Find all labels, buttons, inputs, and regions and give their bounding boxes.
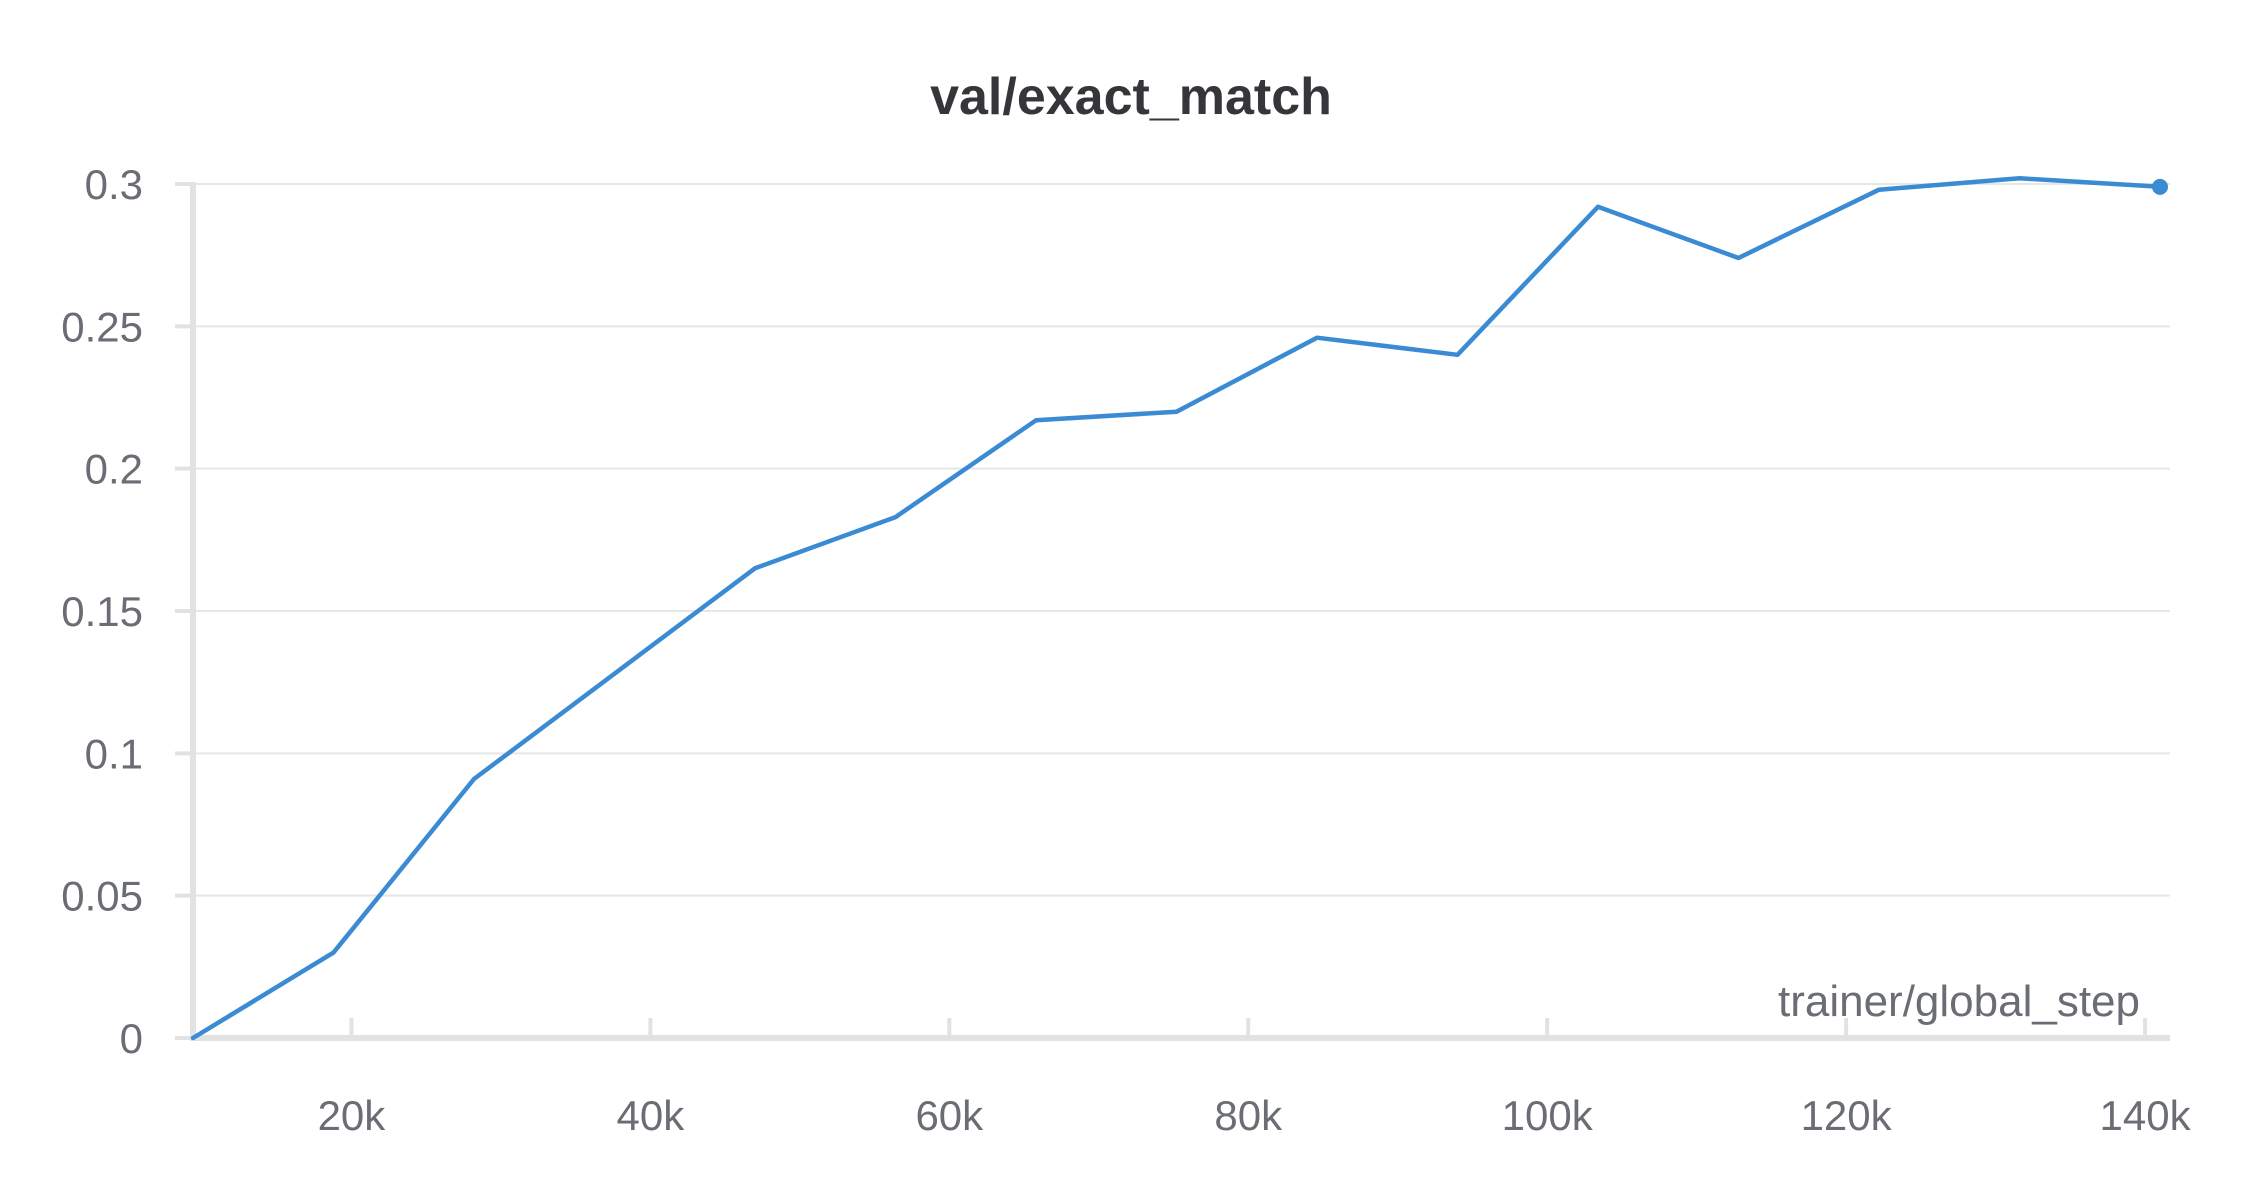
y-tick-label: 0.05 <box>61 873 143 920</box>
tick-labels: 0 0.05 0.1 0.15 0.2 0.25 0.3 20k 40k 60k 80k 100k 12… <box>61 161 2191 1139</box>
y-tick-label: 0.25 <box>61 303 143 350</box>
x-tick-label: 100k <box>1502 1092 1594 1139</box>
chart-title: val/exact_match <box>930 68 1332 126</box>
y-tick-label: 0.3 <box>85 161 143 208</box>
y-tick-label: 0.1 <box>85 730 143 777</box>
series-end-point <box>2152 178 2168 195</box>
y-tick-label: 0 <box>120 1015 143 1062</box>
x-tick-label: 80k <box>1214 1092 1283 1139</box>
x-tick-label: 140k <box>2100 1092 2192 1139</box>
x-tick-label: 60k <box>915 1092 984 1139</box>
series <box>190 176 2168 1041</box>
series-line <box>190 176 2163 1041</box>
x-axis-label: trainer/global_step <box>1778 977 2140 1026</box>
x-tick-label: 120k <box>1801 1092 1893 1139</box>
axes <box>175 182 2170 1041</box>
y-tick-label: 0.2 <box>85 446 143 493</box>
x-tick-label: 20k <box>318 1092 387 1139</box>
x-tick-label: 40k <box>617 1092 686 1139</box>
grid <box>193 183 2170 897</box>
y-tick-label: 0.15 <box>61 588 143 635</box>
